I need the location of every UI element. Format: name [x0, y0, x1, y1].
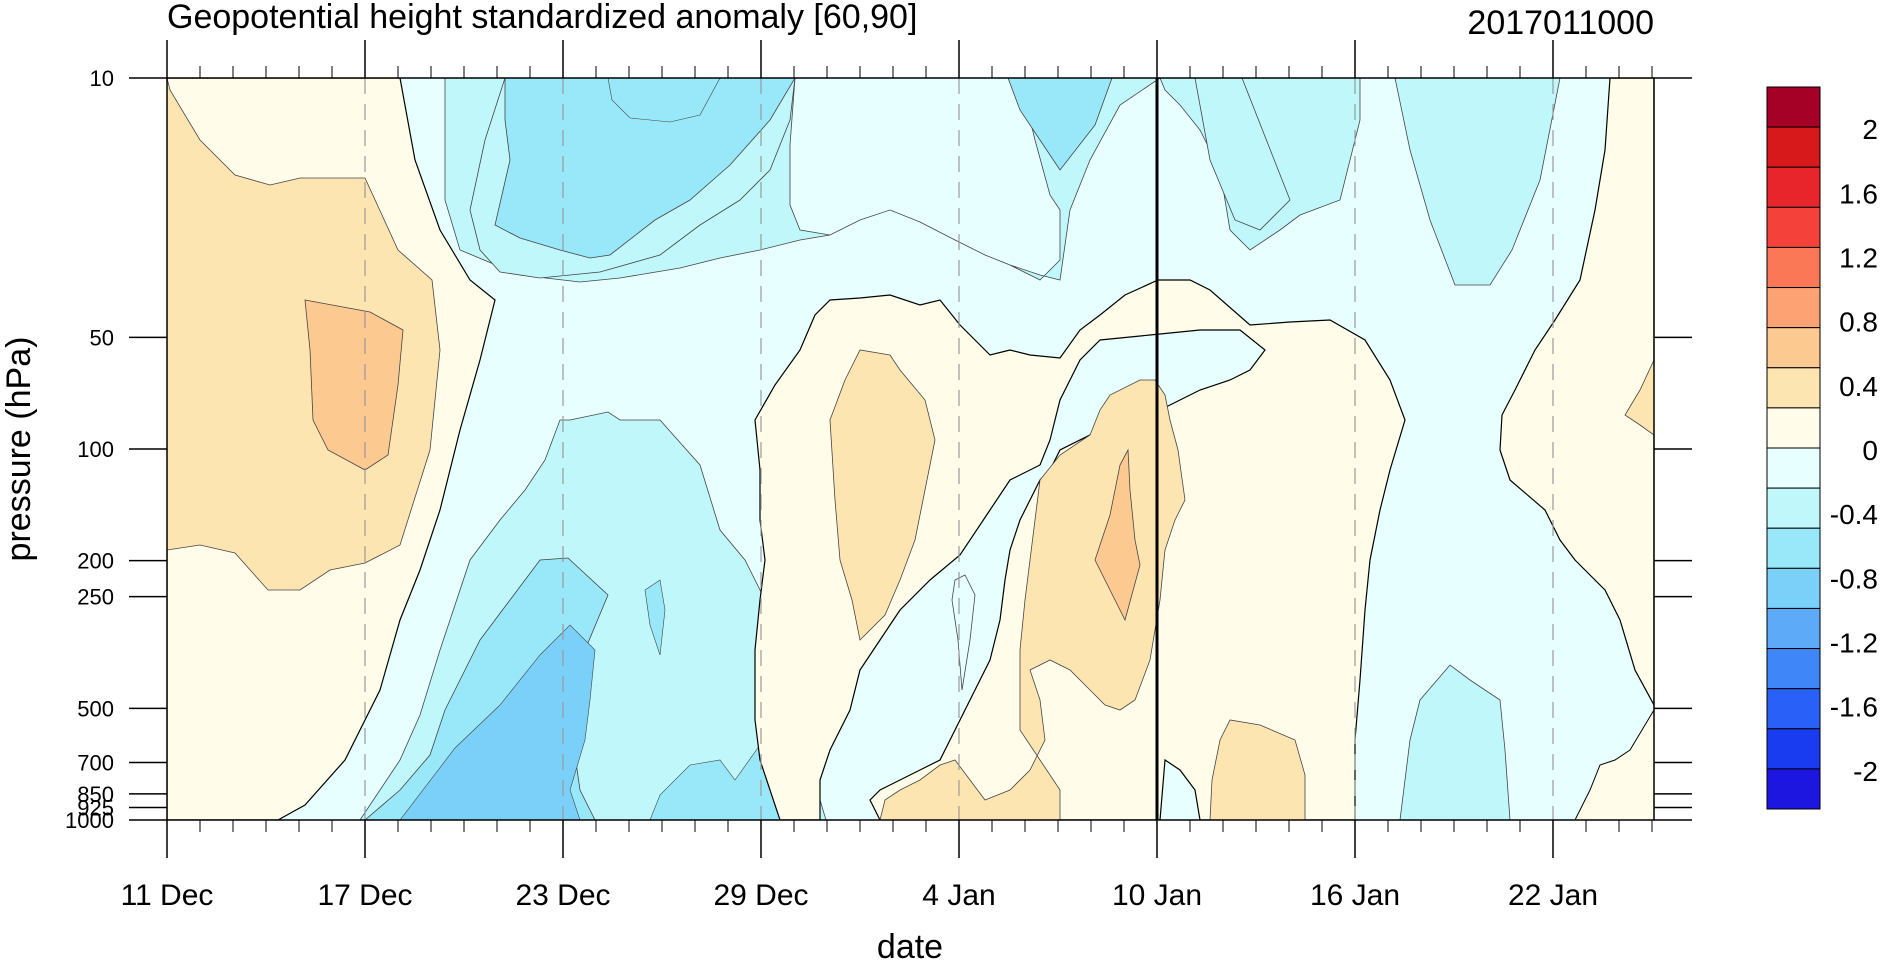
x-tick-label: 17 Dec	[317, 879, 412, 912]
colorbar-label: 2	[1862, 114, 1878, 145]
x-tick-label: 22 Jan	[1508, 879, 1598, 912]
x-major-ticks: 11 Dec 17 Dec 23 Dec 29 Dec 4 Jan 10 Jan 16 Ja…	[121, 40, 1598, 912]
y-tick-label: 850	[77, 782, 114, 807]
contour-region-neg-jan12	[1194, 78, 1291, 231]
contour-fill-layer	[167, 78, 1654, 820]
colorbar-label: -1.2	[1830, 628, 1878, 659]
contour-region-neg-jan6	[1007, 78, 1113, 171]
colorbar-swatch	[1766, 527, 1821, 569]
colorbar-label: -1.6	[1830, 692, 1878, 723]
y-tick-label: 200	[77, 549, 114, 574]
y-tick-label: 10	[90, 66, 114, 91]
contour-region-0.4-right	[1624, 359, 1654, 436]
contour-region-0.8-left	[304, 299, 404, 471]
colorbar-swatch	[1766, 407, 1821, 449]
x-tick-label: 4 Jan	[922, 879, 995, 912]
colorbar-label: 1.6	[1839, 178, 1878, 209]
x-tick-label: 11 Dec	[121, 879, 214, 912]
y-tick-label: 925	[77, 795, 114, 820]
colorbar-swatch	[1766, 728, 1821, 770]
contour-region-positive-bottom-right	[1574, 709, 1654, 820]
colorbar-swatch	[1766, 86, 1821, 128]
colorbar-swatch	[1766, 648, 1821, 690]
colorbar-label: -2	[1853, 756, 1878, 787]
colorbar-label: 0.4	[1839, 371, 1878, 402]
contour-region-dome-core	[494, 78, 796, 259]
contour-region-negative-lower-core	[399, 624, 596, 820]
x-tick-label: 10 Jan	[1112, 879, 1202, 912]
chart-timestamp: 2017011000	[1467, 4, 1654, 42]
y-tick-label: 50	[90, 325, 114, 350]
x-tick-label: 16 Jan	[1310, 879, 1400, 912]
contour-region-0.4-bottom-right	[1209, 719, 1306, 820]
colorbar-swatch	[1766, 166, 1821, 208]
colorbar-swatch	[1766, 287, 1821, 329]
contour-region-dome-top-detail	[607, 78, 721, 123]
x-tick-label: 23 Dec	[515, 879, 610, 912]
colorbar-swatch	[1766, 567, 1821, 609]
y-tick-label: 700	[77, 751, 114, 776]
colorbar-swatch	[1766, 206, 1821, 248]
y-tick-label: 1000	[65, 808, 114, 833]
colorbar-swatch	[1766, 607, 1821, 650]
colorbar-label: -0.4	[1830, 499, 1878, 530]
colorbar-swatch	[1766, 447, 1821, 489]
colorbar-swatch	[1766, 487, 1821, 529]
colorbar-label: 1.2	[1839, 242, 1878, 273]
contour-region-0.4-center-right	[879, 379, 1186, 820]
contour-region-neg-bottom-right	[1399, 664, 1511, 820]
colorbar-swatch	[1766, 688, 1821, 730]
contour-region-0.4-center	[829, 349, 936, 641]
colorbar-swatch	[1766, 126, 1821, 168]
y-tick-label: 500	[77, 696, 114, 721]
x-tick-label: 29 Dec	[713, 879, 808, 912]
colorbar-swatch	[1766, 246, 1821, 289]
colorbar-label: 0	[1862, 435, 1878, 466]
contour-region-positive-right	[1499, 78, 1654, 706]
contour-region-neg-sliver-jan4	[951, 574, 976, 691]
colorbar-swatch	[1766, 367, 1821, 409]
x-axis-title: date	[877, 928, 943, 963]
colorbar-label: 0.8	[1839, 307, 1878, 338]
y-tick-label: 250	[77, 585, 114, 610]
contour-region-neg-sliver-dec25	[644, 579, 666, 656]
y-axis-title: pressure (hPa)	[0, 337, 38, 562]
colorbar-swatch	[1766, 768, 1821, 810]
colorbar: 2 1.6 1.2 0.8 0.4 0 -0.4 -0.8 -1.2 -1.6 -2	[1766, 86, 1878, 810]
colorbar-swatch	[1766, 327, 1821, 369]
contour-region-0.8-center	[1094, 448, 1141, 622]
y-tick-label: 100	[77, 437, 114, 462]
chart-title: Geopotential height standardized anomaly…	[167, 0, 917, 36]
colorbar-label: -0.8	[1830, 563, 1878, 594]
